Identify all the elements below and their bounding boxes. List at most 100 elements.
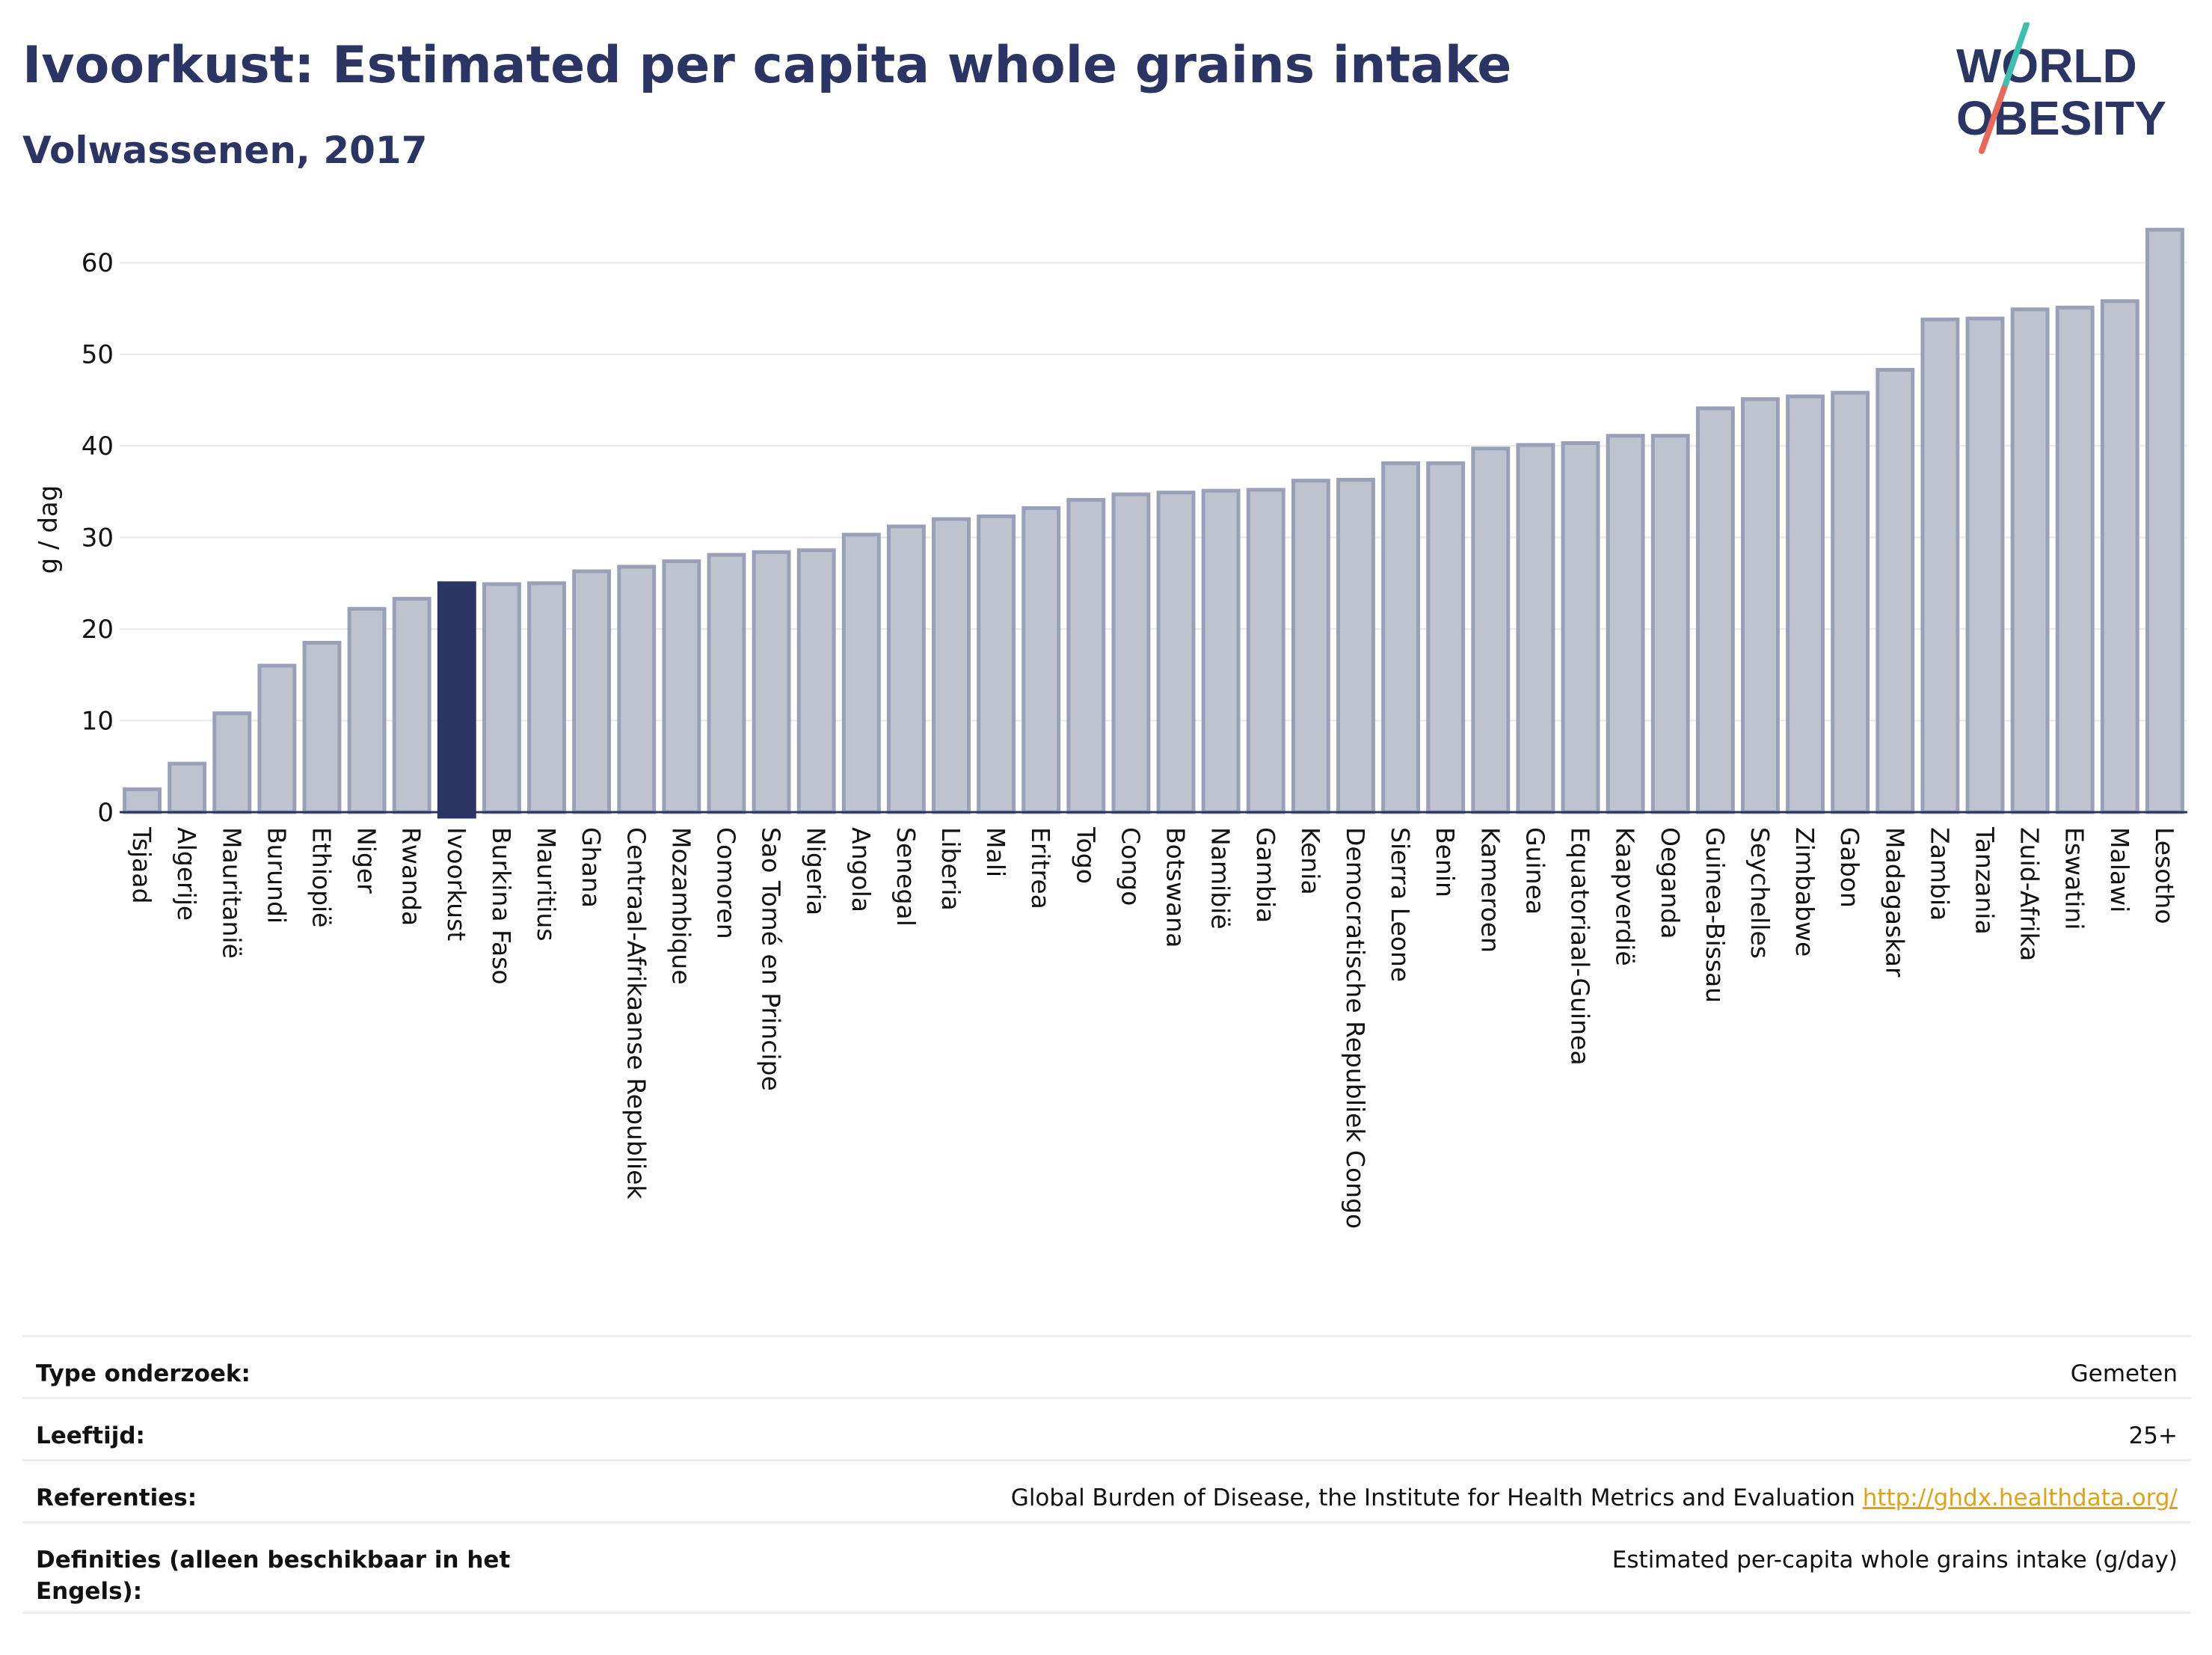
bar	[1111, 492, 1151, 814]
x-tick-label: Angola	[847, 827, 876, 912]
x-tick-label: Centraal-Afrikaanse Republiek	[621, 827, 651, 1200]
reference-text: Global Burden of Disease, the Institute …	[1010, 1484, 1855, 1511]
x-tick-label: Rwanda	[397, 827, 426, 926]
bar	[1741, 397, 1780, 814]
bar	[662, 559, 701, 814]
x-tick-label: Algerije	[172, 827, 201, 921]
x-tick-label: Burundi	[262, 827, 291, 924]
bar	[347, 607, 387, 814]
x-tick-label: Madagaskar	[1880, 827, 1909, 977]
x-tick-label: Mozambique	[666, 827, 695, 985]
logo-red-stroke	[1979, 85, 2007, 154]
bar	[2100, 299, 2139, 814]
x-tick-label: Gabon	[1835, 827, 1864, 908]
y-axis-ticks: 0 10 20 30 40 50 60	[82, 248, 114, 828]
x-tick-label: Zambia	[1925, 827, 1954, 921]
bar-chart: 0 10 20 30 40 50 60 Tsjaad Algerije Mauritanië Bu…	[34, 227, 2187, 1229]
bar	[1381, 461, 1421, 814]
bar	[1471, 446, 1511, 814]
x-tick-label: Oeganda	[1656, 827, 1685, 939]
chart-subtitle: Volwassenen, 2017	[22, 129, 428, 172]
x-tick-label: Sao Tomé en Principe	[757, 827, 786, 1091]
x-tick-label: Tsjaad	[127, 826, 156, 903]
x-tick-label: Ethiopië	[307, 827, 336, 927]
x-tick-label: Niger	[352, 827, 381, 894]
x-tick-label: Kaapverdië	[1611, 827, 1640, 966]
x-tick-label: Burkina Faso	[487, 827, 516, 985]
x-tick-label: Nigeria	[802, 827, 831, 915]
bar	[1606, 434, 1645, 814]
x-tick-label: Kameroen	[1475, 827, 1505, 953]
y-tick-label: 0	[97, 798, 114, 828]
bar	[1201, 488, 1241, 814]
x-tick-label: Sierra Leone	[1386, 827, 1415, 982]
bar	[796, 548, 836, 814]
meta-value: Estimated per-capita whole grains intake…	[1612, 1547, 2178, 1573]
logo-text-world: WORLD	[1956, 39, 2137, 93]
meta-label: Leeftijd:	[36, 1422, 145, 1449]
y-axis-label: g / dag	[34, 485, 64, 574]
x-tick-label: Congo	[1116, 827, 1145, 906]
x-tick-label: Zimbabwe	[1790, 827, 1819, 957]
bar	[2145, 227, 2184, 814]
bar	[707, 553, 746, 814]
x-tick-label: Ivoorkust	[442, 827, 471, 941]
meta-value: Global Burden of Disease, the Institute …	[1011, 1482, 2178, 1514]
bar	[392, 597, 431, 814]
bar	[1650, 434, 1690, 814]
meta-row-age: Leeftijd: 25+	[22, 1397, 2191, 1459]
x-axis-labels: Tsjaad Algerije Mauritanië Burundi Ethiopië N…	[127, 826, 2179, 1229]
x-tick-label: Benin	[1431, 827, 1460, 897]
x-tick-label: Tanzania	[1970, 826, 2000, 935]
bar	[1246, 488, 1285, 814]
bar	[1066, 497, 1106, 814]
bar	[1965, 316, 2005, 814]
y-tick-label: 10	[82, 707, 114, 737]
y-tick-label: 40	[82, 432, 114, 461]
meta-value: 25+	[2128, 1422, 2178, 1449]
bars	[123, 227, 2184, 819]
bar	[1516, 443, 1555, 814]
x-tick-label: Guinea-Bissau	[1701, 827, 1730, 1003]
meta-value: Gemeten	[2070, 1360, 2178, 1387]
world-obesity-logo: WORLD OBESITY	[1956, 22, 2166, 154]
meta-label: Type onderzoek:	[36, 1360, 251, 1387]
x-tick-label: Ghana	[577, 827, 606, 908]
bar	[1156, 491, 1196, 814]
bar	[212, 711, 252, 814]
x-tick-label: Eritrea	[1026, 827, 1055, 909]
bar-highlighted	[437, 581, 476, 819]
x-tick-label: Democratische Republiek Congo	[1341, 827, 1370, 1229]
x-tick-label: Seychelles	[1745, 827, 1775, 959]
bar	[1426, 461, 1466, 814]
bar	[617, 565, 657, 814]
bar	[1831, 390, 1870, 814]
bar	[752, 550, 791, 814]
x-tick-label: Guinea	[1520, 827, 1549, 915]
logo-teal-stroke	[2001, 22, 2030, 91]
bar	[932, 517, 971, 814]
x-tick-label: Zuid-Afrika	[2015, 827, 2044, 961]
meta-label: Referenties:	[36, 1484, 197, 1511]
x-tick-label: Gambia	[1251, 827, 1280, 923]
bar	[1920, 317, 1960, 814]
bar	[1291, 479, 1330, 814]
y-tick-label: 50	[82, 340, 114, 370]
meta-row-references: Referenties: Global Burden of Disease, t…	[22, 1459, 2191, 1521]
bar	[1561, 440, 1600, 814]
bar	[886, 524, 926, 814]
bar	[2055, 305, 2095, 814]
metadata-table: Type onderzoek: Gemeten Leeftijd: 25+ Re…	[22, 1335, 2191, 1614]
x-tick-label: Mali	[981, 827, 1010, 877]
bar	[841, 532, 881, 814]
chart-title: Ivoorkust: Estimated per capita whole gr…	[22, 36, 1512, 95]
y-tick-label: 60	[82, 248, 114, 278]
reference-link[interactable]: http://ghdx.healthdata.org/	[1862, 1484, 2178, 1511]
x-tick-label: Senegal	[891, 827, 921, 927]
bar	[1695, 406, 1735, 814]
y-tick-label: 20	[82, 615, 114, 645]
y-tick-label: 30	[82, 523, 114, 553]
bar	[527, 581, 566, 814]
x-tick-label: Lesotho	[2150, 827, 2179, 924]
bar	[168, 761, 207, 814]
